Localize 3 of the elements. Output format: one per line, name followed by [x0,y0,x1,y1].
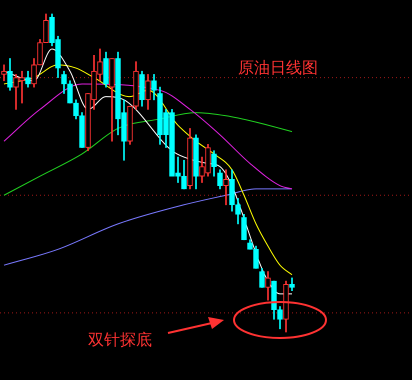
text: 原油日线图 [238,58,318,78]
annotation: 双针探底 [88,330,152,350]
candlestick [223,169,229,206]
